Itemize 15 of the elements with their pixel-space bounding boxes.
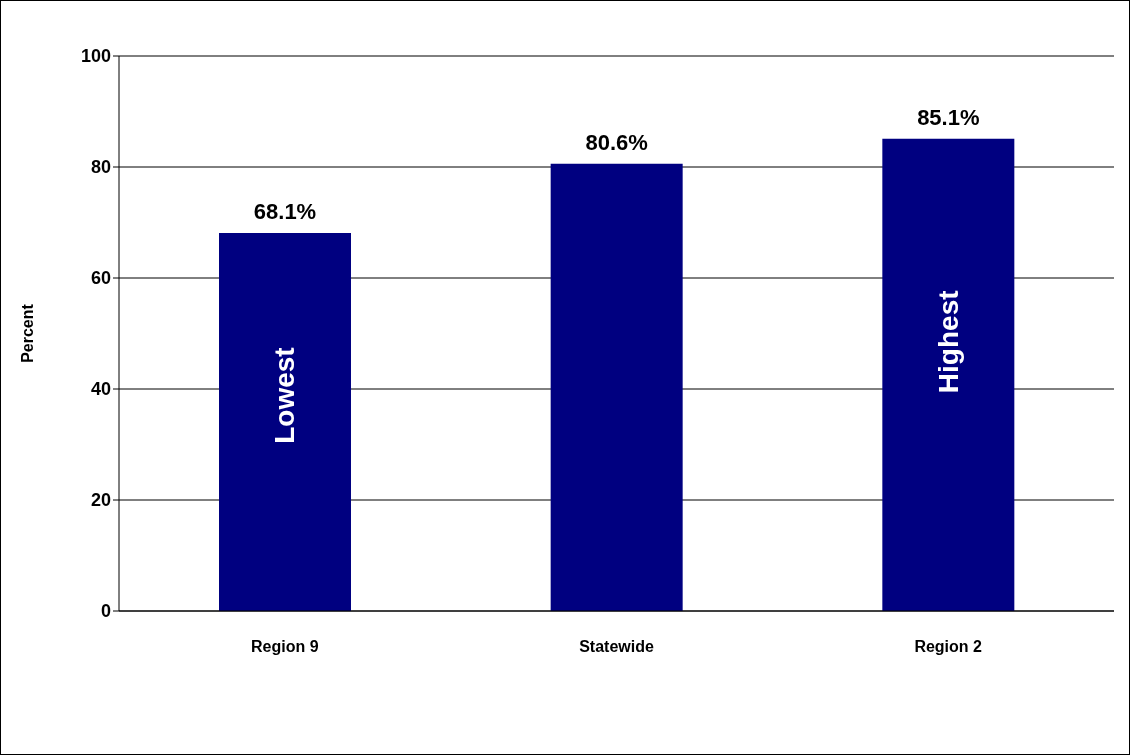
data-label: 80.6% — [585, 129, 648, 155]
x-tick-label: Region 2 — [914, 638, 983, 656]
annotation: Highest — [932, 290, 964, 394]
annotation: Lowest — [269, 347, 301, 444]
data-label: 68.1% — [253, 199, 317, 225]
y-tick-label: 0 — [100, 601, 111, 622]
y-tick-label: 100 — [80, 46, 111, 67]
x-tick-label: Statewide — [579, 638, 654, 656]
y-tick-label: 60 — [90, 268, 111, 289]
y-axis-title: Percent — [18, 303, 36, 363]
data-label: 85.1% — [917, 104, 980, 130]
y-tick-label: 40 — [90, 379, 111, 400]
y-tick-label: 20 — [90, 490, 111, 511]
y-tick-label: 80 — [90, 157, 111, 178]
x-tick-label: Region 9 — [251, 638, 319, 656]
